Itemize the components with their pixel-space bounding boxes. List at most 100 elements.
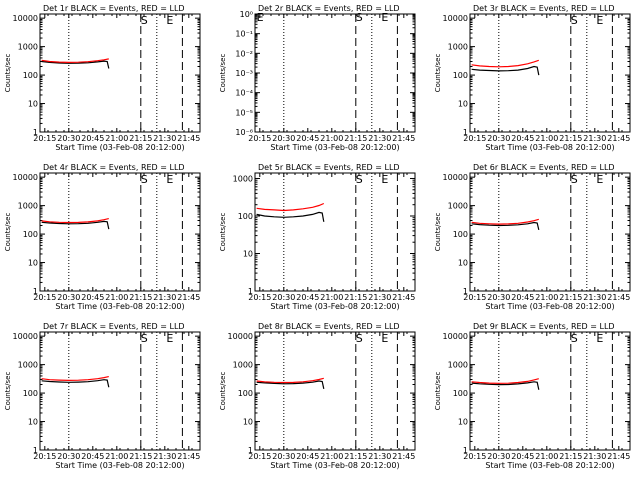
y-axis-label: Counts/sec [4,372,12,411]
x-tick-label: 20:30 [487,134,510,143]
lld-series-line [256,202,325,212]
x-tick-label: 21:30 [583,134,606,143]
events-series-line [471,221,540,231]
panel-title: Det 8r BLACK = Events, RED = LLD [258,322,400,331]
plot-frame [39,331,201,451]
x-tick-label: 20:15 [33,452,56,461]
x-tick-label: 21:45 [177,293,200,302]
events-series-line [41,60,110,69]
x-axis-label: Start Time (03-Feb-08 20:12:00) [270,302,399,311]
y-tick-label: 100 [238,389,253,398]
x-tick-label: 21:45 [607,293,630,302]
y-tick-label: 10000 [13,14,38,23]
x-tick-label: 21:00 [105,293,128,302]
plot-frame [469,331,631,451]
y-tick-label: 10⁻⁵ [235,108,253,117]
x-tick-label: 20:15 [463,293,486,302]
event-marker-S: S [141,332,148,345]
x-tick-label: 20:30 [487,293,510,302]
x-tick-label: 20:30 [57,452,80,461]
y-tick-label: 10000 [443,173,468,182]
x-tick-label: 21:45 [177,452,200,461]
x-tick-label: 21:45 [607,452,630,461]
events-series-line [41,379,110,388]
y-tick-label: 10⁻⁶ [235,128,253,137]
y-tick-label: 10⁻¹ [235,30,253,39]
event-marker-S: S [571,14,578,27]
y-tick-label: 10000 [443,14,468,23]
event-marker-E: E [381,11,388,24]
event-marker-S: S [356,332,363,345]
events-series-line [256,380,325,390]
x-tick-label: 21:15 [129,134,152,143]
x-tick-label: 21:15 [559,452,582,461]
x-tick-label: 21:00 [535,452,558,461]
x-tick-label: 20:45 [511,293,534,302]
x-axis-label: Start Time (03-Feb-08 20:12:00) [485,143,614,152]
event-marker-S: S [141,173,148,186]
y-tick-label: 1 [463,287,468,296]
plot-frame [254,13,416,133]
x-tick-label: 21:45 [607,134,630,143]
x-tick-label: 20:15 [248,134,271,143]
y-axis-label: Counts/sec [219,54,227,93]
x-tick-label: 20:30 [57,134,80,143]
y-tick-label: 1000 [448,361,468,370]
event-marker-E: E [596,14,603,27]
y-tick-label: 10 [28,100,38,109]
x-tick-label: 21:15 [344,293,367,302]
event-marker-S: S [356,173,363,186]
event-marker-S: S [571,173,578,186]
x-tick-label: 21:30 [153,293,176,302]
x-tick-label: 20:45 [511,452,534,461]
x-tick-label: 21:30 [583,452,606,461]
y-tick-label: 10 [458,259,468,268]
y-tick-label: 1000 [18,43,38,52]
x-axis-label: Start Time (03-Feb-08 20:12:00) [485,302,614,311]
event-marker-E: E [257,11,264,24]
y-tick-label: 1 [463,128,468,137]
plot-frame [469,13,631,133]
event-marker-E: E [381,173,388,186]
y-tick-label: 100 [23,230,38,239]
x-tick-label: 21:45 [392,134,415,143]
x-tick-label: 20:45 [296,293,319,302]
x-tick-label: 20:15 [463,452,486,461]
y-tick-label: 100 [453,230,468,239]
y-tick-label: 100 [453,71,468,80]
y-tick-label: 10 [243,249,253,258]
y-tick-label: 1000 [233,361,253,370]
plot-frame [39,13,201,133]
x-tick-label: 21:30 [368,134,391,143]
x-axis-label: Start Time (03-Feb-08 20:12:00) [55,461,184,470]
y-tick-label: 10 [28,259,38,268]
lld-series-line [471,378,539,384]
x-tick-label: 21:15 [129,452,152,461]
x-tick-label: 20:30 [272,293,295,302]
x-tick-label: 21:45 [392,293,415,302]
event-marker-E: E [166,173,173,186]
y-tick-label: 1000 [18,361,38,370]
x-tick-label: 21:45 [177,134,200,143]
y-axis-label: Counts/sec [434,213,442,252]
y-tick-label: 1 [463,446,468,455]
y-tick-label: 1 [248,287,253,296]
y-tick-label: 1000 [18,202,38,211]
y-tick-label: 10 [243,418,253,427]
x-tick-label: 20:30 [272,452,295,461]
event-marker-S: S [356,11,363,24]
y-tick-label: 1 [248,446,253,455]
y-tick-label: 10⁻³ [235,69,253,78]
lld-series-line [471,218,539,225]
x-tick-label: 20:15 [33,293,56,302]
x-tick-label: 20:30 [272,134,295,143]
y-axis-label: Counts/sec [434,372,442,411]
panel-title: Det 4r BLACK = Events, RED = LLD [43,163,185,172]
panel-title: Det 9r BLACK = Events, RED = LLD [473,322,615,331]
x-tick-label: 21:15 [344,134,367,143]
event-marker-S: S [571,332,578,345]
plot-frame [469,172,631,292]
panel-title: Det 5r BLACK = Events, RED = LLD [258,163,400,172]
